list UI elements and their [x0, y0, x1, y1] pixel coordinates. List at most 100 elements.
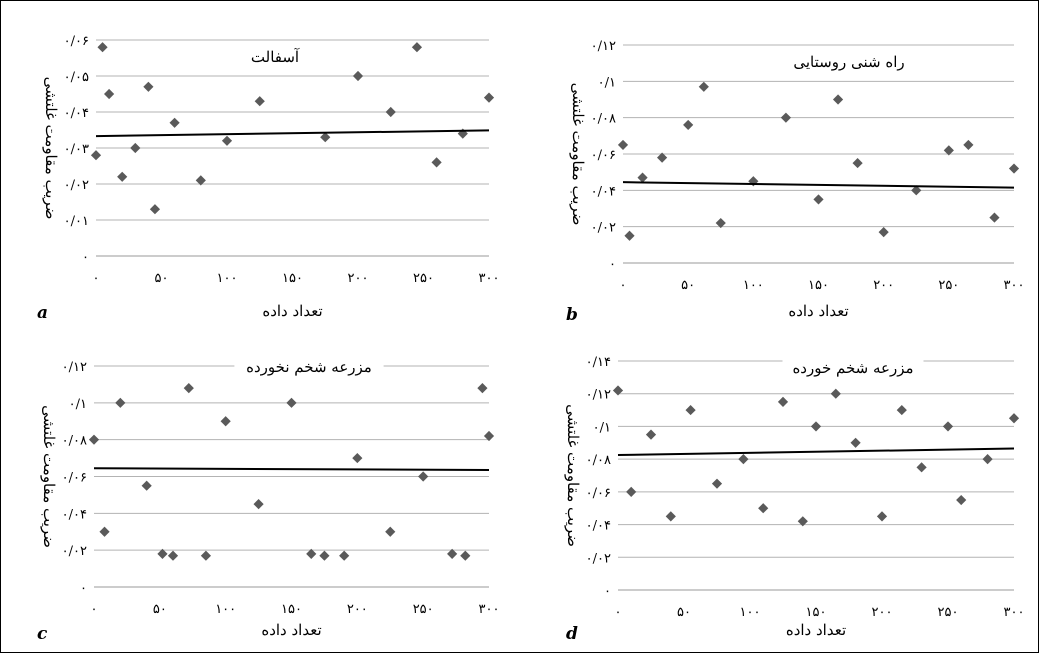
- y-tick-label: ۰/۰۶: [62, 471, 87, 486]
- y-tick-label: ۰/۰۲: [591, 221, 616, 236]
- x-tick-label: ۳۰۰: [479, 271, 500, 286]
- data-point: [385, 106, 396, 118]
- panel-d: ۰ ۰/۰۲ ۰/۰۴ ۰/۰۶ ۰/۰۸ ۰/۱ ۰/۱۲ ۰/۱۴ ۰ ۵۰ ۱۰۰ ۱۵۰ ۲۰۰…: [564, 355, 1024, 644]
- x-tick-label: ۰: [620, 278, 627, 293]
- y-tick-label: ۰/۰۶: [591, 148, 616, 163]
- data-point: [645, 429, 657, 440]
- data-point: [447, 548, 458, 559]
- y-tick-label: ۰/۱۴: [586, 355, 611, 370]
- data-point: [698, 81, 709, 92]
- data-point: [738, 454, 749, 465]
- chart-title: راه شنی روستایی: [793, 53, 904, 71]
- data-point: [220, 416, 231, 427]
- data-point: [685, 404, 696, 416]
- panel-label: d: [566, 624, 578, 644]
- y-tick-label: ۰/۰۶: [586, 486, 611, 501]
- y-tick-label: ۰: [609, 257, 616, 272]
- data-point: [878, 227, 889, 238]
- data-point: [876, 511, 888, 522]
- x-axis-label: تعداد داده: [786, 621, 846, 639]
- y-tick-label: ۰/۰۸: [62, 434, 87, 449]
- data-point: [483, 430, 495, 442]
- panel-c: ۰ ۰/۰۲ ۰/۰۴ ۰/۰۶ ۰/۰۸ ۰/۱ ۰/۱۲ ۰ ۵۰ ۱۰۰ ۱۵۰ ۲۰۰ ۲۵۰ ۳…: [37, 356, 499, 644]
- data-point: [117, 171, 128, 182]
- y-tick-label: ۰/۰۲: [586, 551, 611, 566]
- panel-label: c: [37, 624, 48, 644]
- data-point: [141, 480, 152, 491]
- title-background: [782, 357, 924, 381]
- data-point: [612, 385, 624, 396]
- data-point: [956, 494, 967, 506]
- y-tick-label: ۰/۱: [69, 397, 87, 412]
- x-tick-label: ۲۵۰: [938, 278, 959, 293]
- data-point: [637, 172, 648, 183]
- data-point: [942, 421, 954, 432]
- y-tick-label: ۰/۰۴: [64, 106, 89, 121]
- x-tick-label: ۰: [91, 602, 98, 617]
- data-point: [221, 135, 233, 146]
- panel-b: ۰ ۰/۰۲ ۰/۰۴ ۰/۰۶ ۰/۰۸ ۰/۱ ۰/۱۲ ۰ ۵۰ ۱۰۰ ۱۵۰ ۲۰۰ ۲۵۰ ۳…: [566, 39, 1024, 325]
- x-tick-label: ۲۵۰: [413, 271, 434, 286]
- y-axis-label: ضریب مقاومت غلتشی: [569, 83, 587, 226]
- panel-label: a: [37, 303, 48, 323]
- data-point: [306, 548, 317, 559]
- x-tick-label: ۳۰۰: [1004, 278, 1025, 293]
- data-point: [385, 526, 396, 537]
- data-point: [431, 157, 442, 168]
- chart-title: آسفالت: [251, 48, 300, 66]
- trend-line: [622, 181, 1015, 189]
- panel-a: ۰ ۰/۰۱ ۰/۰۲ ۰/۰۳ ۰/۰۴ ۰/۰۵ ۰/۰۶ ۰ ۵۰ ۱۰۰ ۱۵۰ ۲۰۰ ۲۵۰…: [37, 34, 499, 323]
- x-tick-label: ۲۰۰: [873, 278, 894, 293]
- data-point: [777, 396, 789, 407]
- data-point: [104, 88, 115, 100]
- data-point: [183, 383, 194, 394]
- data-point: [797, 516, 808, 527]
- data-point: [626, 486, 637, 497]
- data-point: [320, 132, 331, 143]
- data-point: [813, 194, 824, 205]
- y-tick-label: ۰/۰۲: [62, 544, 87, 559]
- data-point: [352, 70, 364, 82]
- data-point: [852, 157, 863, 169]
- data-point: [167, 550, 179, 561]
- x-tick-label: ۱۵۰: [281, 602, 302, 617]
- data-point: [88, 434, 100, 445]
- y-tick-label: ۰/۱۲: [62, 360, 87, 375]
- x-tick-label: ۱۵۰: [282, 271, 303, 286]
- data-point: [149, 204, 161, 215]
- x-tick-label: ۳۰۰: [1004, 605, 1025, 620]
- x-tick-label: ۲۰۰: [348, 271, 369, 286]
- x-tick-label: ۱۵۰: [808, 278, 829, 293]
- data-point: [711, 478, 723, 489]
- data-point: [1008, 163, 1020, 174]
- data-point: [982, 454, 993, 465]
- y-tick-label: ۰: [80, 581, 87, 596]
- y-tick-label: ۰/۱: [598, 75, 616, 90]
- data-point: [683, 119, 694, 131]
- data-point: [483, 92, 495, 103]
- data-point: [963, 139, 974, 151]
- x-tick-label: ۲۵۰: [413, 602, 434, 617]
- trend-line: [93, 467, 490, 472]
- data-point: [477, 383, 488, 394]
- title-background: [241, 46, 309, 70]
- y-tick-label: ۰/۰۵: [64, 70, 89, 85]
- title-background: [778, 51, 920, 75]
- y-tick-label: ۰/۰۶: [64, 34, 89, 49]
- chart-title: مزرعه شخم نخورده: [246, 358, 372, 376]
- data-point: [115, 397, 126, 408]
- x-tick-label: ۵۰: [677, 605, 691, 620]
- y-tick-label: ۰/۰۳: [64, 142, 89, 157]
- x-tick-label: ۲۰۰: [347, 602, 368, 617]
- data-point: [624, 230, 635, 241]
- data-point: [157, 548, 168, 559]
- data-point: [460, 550, 471, 561]
- y-tick-label: ۰/۰۴: [62, 507, 87, 522]
- data-point: [916, 462, 927, 473]
- y-tick-label: ۰/۰۲: [64, 178, 89, 193]
- y-tick-label: ۰/۰۴: [586, 519, 611, 534]
- data-point: [352, 452, 363, 464]
- data-point: [896, 404, 907, 416]
- data-point: [411, 42, 423, 53]
- x-tick-label: ۵۰: [681, 278, 695, 293]
